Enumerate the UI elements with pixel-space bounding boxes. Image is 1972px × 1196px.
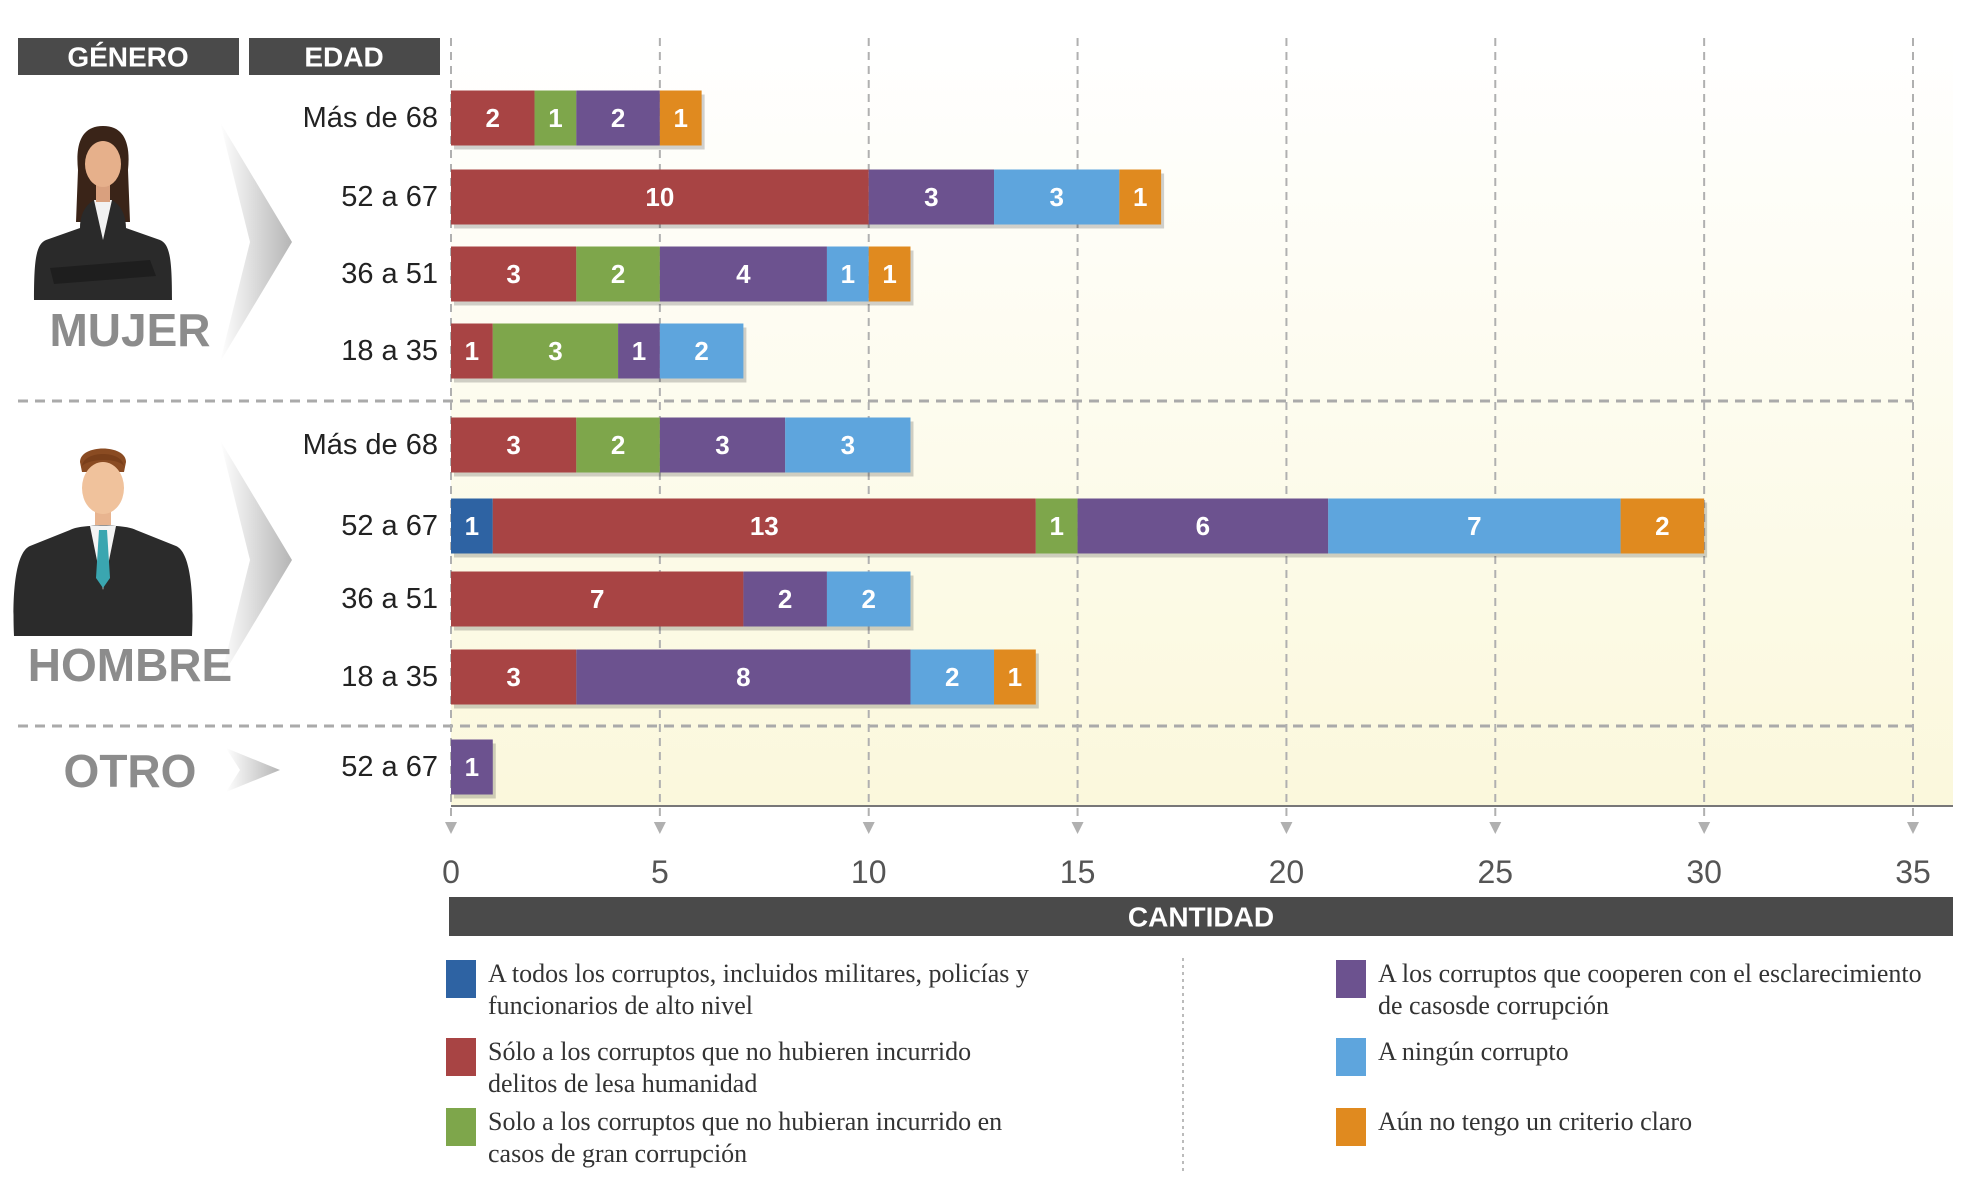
legend-label: A los corruptos que cooperen con el escl… [1378, 958, 1936, 1022]
y-tick-label: 52 a 67 [341, 510, 438, 542]
x-tick-label: 25 [1477, 854, 1513, 890]
legend-item: A los corruptos que cooperen con el escl… [1336, 958, 1936, 1022]
tick-mark [445, 822, 457, 834]
legend-item: A todos los corruptos, incluidos militar… [446, 958, 1046, 1022]
chevron [220, 122, 292, 362]
data-label: 2 [945, 662, 959, 692]
y-tick-label: 36 a 51 [341, 258, 438, 290]
tick-mark [1280, 822, 1292, 834]
legend-swatch [446, 960, 476, 998]
data-label: 1 [465, 752, 479, 782]
data-label: 13 [750, 511, 779, 541]
data-label: 3 [924, 182, 938, 212]
legend-label: Sólo a los corruptos que no hubieren inc… [488, 1036, 1046, 1100]
legend-label: Aún no tengo un criterio claro [1378, 1106, 1936, 1138]
data-label: 1 [1008, 662, 1022, 692]
chevron [226, 748, 280, 792]
data-label: 4 [736, 259, 751, 289]
legend-label: A ningún corrupto [1378, 1036, 1936, 1068]
legend-item: A ningún corrupto [1336, 1036, 1936, 1076]
tick-mark [1489, 822, 1501, 834]
data-label: 2 [861, 584, 875, 614]
data-label: 2 [694, 336, 708, 366]
man-icon [14, 449, 193, 637]
legend-item: Aún no tengo un criterio claro [1336, 1106, 1936, 1146]
y-tick-label: 18 a 35 [341, 335, 438, 367]
x-tick-label: 30 [1686, 854, 1722, 890]
data-label: 10 [645, 182, 674, 212]
data-label: 1 [1049, 511, 1063, 541]
data-label: 3 [506, 430, 520, 460]
data-label: 1 [632, 336, 646, 366]
tick-mark [863, 822, 875, 834]
header-label: EDAD [304, 42, 383, 73]
legend-swatch [1336, 960, 1366, 998]
x-tick-label: 10 [851, 854, 887, 890]
data-label: 3 [841, 430, 855, 460]
data-label: 2 [611, 430, 625, 460]
data-label: 3 [506, 259, 520, 289]
tick-mark [654, 822, 666, 834]
data-label: 3 [715, 430, 729, 460]
group-label: OTRO [64, 745, 197, 797]
data-label: 7 [590, 584, 604, 614]
data-label: 2 [778, 584, 792, 614]
tick-mark [1907, 822, 1919, 834]
data-label: 1 [548, 103, 562, 133]
y-tick-label: 36 a 51 [341, 583, 438, 615]
legend-swatch [446, 1108, 476, 1146]
legend-label: Solo a los corruptos que no hubieran inc… [488, 1106, 1046, 1170]
page: {"chart_data": { "type": "stacked-bar-ho… [0, 0, 1972, 1196]
legend-item: Sólo a los corruptos que no hubieren inc… [446, 1036, 1046, 1100]
data-label: 1 [841, 259, 855, 289]
group-label: MUJER [49, 304, 210, 356]
data-label: 2 [1655, 511, 1669, 541]
x-tick-label: 20 [1269, 854, 1305, 890]
data-label: 1 [465, 336, 479, 366]
data-label: 1 [465, 511, 479, 541]
tick-mark [1072, 822, 1084, 834]
y-tick-label: 18 a 35 [341, 661, 438, 693]
legend-item: Solo a los corruptos que no hubieran inc… [446, 1106, 1046, 1170]
legend-label: A todos los corruptos, incluidos militar… [488, 958, 1046, 1022]
tick-mark [1698, 822, 1710, 834]
data-label: 3 [548, 336, 562, 366]
y-tick-label: 52 a 67 [341, 751, 438, 783]
legend-swatch [1336, 1038, 1366, 1076]
y-tick-label: Más de 68 [303, 102, 438, 134]
data-label: 3 [1049, 182, 1063, 212]
data-label: 3 [506, 662, 520, 692]
x-axis-title: CANTIDAD [1128, 902, 1274, 933]
data-label: 2 [611, 103, 625, 133]
legend-swatch [446, 1038, 476, 1076]
data-label: 2 [611, 259, 625, 289]
header-label: GÉNERO [67, 42, 188, 73]
data-label: 7 [1467, 511, 1481, 541]
y-tick-label: Más de 68 [303, 429, 438, 461]
group-label: HOMBRE [28, 639, 232, 691]
legend-swatch [1336, 1108, 1366, 1146]
woman-icon [34, 126, 172, 300]
x-tick-label: 5 [651, 854, 669, 890]
x-tick-label: 0 [442, 854, 460, 890]
data-label: 1 [1133, 182, 1147, 212]
data-label: 2 [486, 103, 500, 133]
x-tick-label: 15 [1060, 854, 1096, 890]
data-label: 8 [736, 662, 750, 692]
data-label: 1 [674, 103, 688, 133]
y-tick-label: 52 a 67 [341, 181, 438, 213]
data-label: 6 [1196, 511, 1210, 541]
data-label: 1 [882, 259, 896, 289]
x-tick-label: 35 [1895, 854, 1931, 890]
